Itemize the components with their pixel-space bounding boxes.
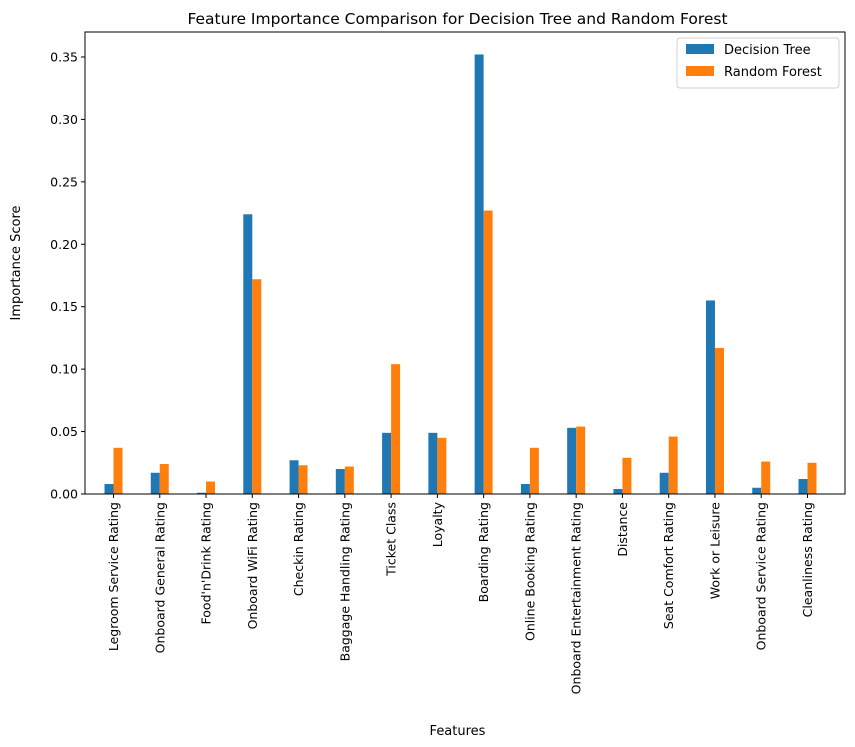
bar-decision-tree-0	[104, 484, 114, 494]
bar-decision-tree-7	[428, 432, 438, 494]
x-tick-label-4: Checkin Rating	[291, 502, 306, 596]
bar-random-forest-5	[344, 466, 354, 494]
bar-decision-tree-2	[197, 492, 207, 494]
bar-random-forest-11	[622, 457, 632, 494]
bar-decision-tree-15	[798, 479, 808, 494]
y-axis: 0.00 0.05 0.10 0.15 0.20 0.25 0.30 0.35	[50, 49, 85, 502]
y-axis-label: Importance Score	[9, 205, 24, 320]
y-tick-label-4: 0.20	[50, 237, 78, 252]
bar-random-forest-4	[298, 465, 308, 494]
x-axis: Legroom Service Rating Onboard General Ra…	[106, 494, 815, 694]
legend-label-decision-tree: Decision Tree	[724, 43, 811, 58]
x-tick-label-15: Cleanliness Rating	[800, 502, 815, 617]
bar-decision-tree-3	[243, 214, 253, 495]
bar-decision-tree-12	[659, 472, 669, 494]
bar-decision-tree-14	[752, 487, 762, 494]
bar-random-forest-8	[483, 210, 493, 494]
bar-random-forest-0	[113, 447, 123, 494]
x-tick-label-6: Ticket Class	[384, 502, 399, 577]
plot-frame	[84, 31, 846, 495]
legend: Decision Tree Random Forest	[676, 37, 840, 89]
x-tick-label-10: Onboard Entertainment Rating	[569, 502, 584, 694]
bar-decision-tree-4	[289, 460, 299, 494]
bar-random-forest-2	[206, 481, 216, 494]
legend-swatch-decision-tree	[686, 44, 714, 54]
legend-swatch-random-forest	[686, 66, 714, 76]
bar-decision-tree-8	[474, 54, 484, 494]
bar-random-forest-1	[159, 464, 169, 494]
y-tick-label-0: 0.00	[50, 487, 78, 502]
bar-decision-tree-10	[567, 427, 577, 494]
bar-random-forest-13	[714, 347, 724, 494]
y-tick-label-6: 0.30	[50, 112, 78, 127]
bar-decision-tree-6	[382, 432, 392, 494]
y-tick-label-2: 0.10	[50, 362, 78, 377]
bar-decision-tree-9	[520, 484, 530, 494]
bar-random-forest-7	[437, 437, 447, 494]
bar-random-forest-14	[761, 461, 771, 494]
y-tick-label-3: 0.15	[50, 299, 78, 314]
bar-random-forest-12	[668, 436, 678, 494]
x-tick-label-14: Onboard Service Rating	[754, 502, 769, 650]
x-tick-label-3: Onboard WiFi Rating	[245, 502, 260, 629]
bar-random-forest-6	[391, 364, 401, 494]
x-tick-label-11: Distance	[615, 502, 630, 557]
legend-label-random-forest: Random Forest	[724, 65, 822, 80]
bar-decision-tree-13	[705, 300, 715, 494]
bars-group	[104, 54, 817, 495]
x-tick-label-2: Food'n'Drink Rating	[199, 502, 214, 624]
x-tick-label-5: Baggage Handling Rating	[337, 502, 352, 661]
bar-random-forest-3	[252, 279, 262, 494]
x-tick-label-9: Online Booking Rating	[522, 502, 537, 641]
x-tick-label-1: Onboard General Rating	[152, 502, 167, 653]
x-tick-label-7: Loyalty	[430, 501, 445, 547]
y-tick-label-5: 0.25	[50, 174, 78, 189]
bar-random-forest-15	[807, 462, 817, 494]
bar-decision-tree-1	[150, 472, 160, 494]
x-tick-label-0: Legroom Service Rating	[106, 502, 121, 651]
chart-title: Feature Importance Comparison for Decisi…	[187, 10, 727, 28]
x-axis-label: Features	[430, 724, 486, 739]
bar-decision-tree-11	[613, 489, 623, 494]
x-tick-label-8: Boarding Rating	[476, 502, 491, 602]
legend-box	[676, 37, 840, 89]
x-tick-label-13: Work or Leisure	[707, 502, 722, 600]
bar-random-forest-10	[576, 426, 586, 494]
y-tick-label-7: 0.35	[50, 49, 78, 64]
bar-random-forest-9	[529, 447, 539, 494]
bar-decision-tree-5	[335, 469, 345, 494]
x-tick-label-12: Seat Comfort Rating	[661, 502, 676, 629]
y-tick-label-1: 0.05	[50, 424, 78, 439]
